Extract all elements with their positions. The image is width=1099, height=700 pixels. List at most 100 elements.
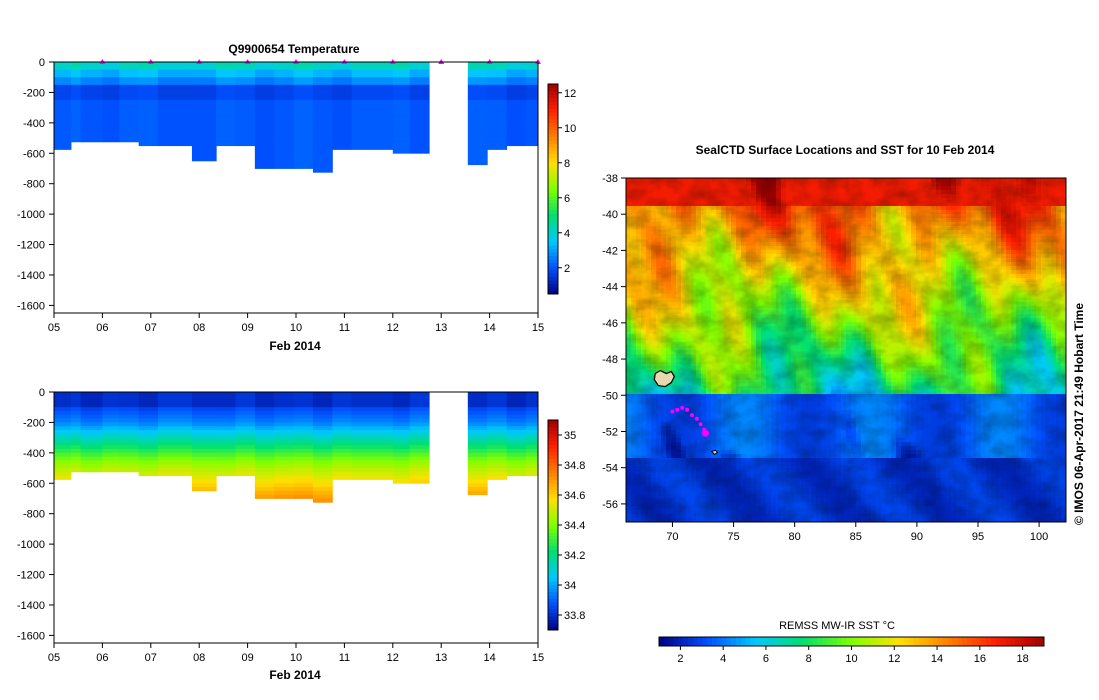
profile-cell (80, 77, 103, 82)
profile-cell (70, 84, 82, 90)
profile-cell (80, 437, 103, 442)
profile-cell (487, 471, 508, 477)
profile-cell (102, 111, 120, 116)
profile-cell (467, 138, 488, 143)
profile-cell (54, 445, 72, 450)
profile-cell (191, 96, 217, 101)
profile-cell (467, 145, 488, 150)
profile-cell (293, 426, 314, 431)
profile-cell (80, 422, 103, 427)
profile-cell (487, 418, 508, 423)
profile-cell (191, 77, 217, 82)
profile-cell (191, 119, 217, 124)
profile-cell (70, 395, 82, 401)
profile-cell (409, 445, 430, 450)
colorbar-swatch (548, 563, 558, 568)
profile-cell (467, 452, 488, 458)
colorbar-swatch (548, 560, 558, 564)
profile-cell (191, 392, 217, 397)
profile-cell (409, 456, 430, 461)
profile-cell (80, 96, 103, 101)
profile-cell (409, 119, 430, 124)
colorbar-swatch (548, 112, 558, 116)
profile-cell (351, 464, 394, 469)
profile-cell (293, 62, 314, 67)
profile-cell (467, 96, 488, 101)
profile-cell (392, 471, 411, 477)
profile-cell (409, 96, 430, 101)
profile-cell (138, 464, 159, 469)
profile-cell (506, 138, 527, 143)
profile-cell (80, 84, 103, 90)
profile-cell (293, 119, 314, 124)
profile-cell (158, 130, 193, 135)
profile-cell (392, 411, 411, 416)
profile-cell (467, 411, 488, 416)
profile-cell (274, 122, 295, 128)
profile-cell (525, 414, 538, 420)
profile-cell (235, 130, 256, 135)
profile-cell (235, 141, 256, 147)
colorbar-swatch (548, 511, 558, 515)
profile-cell (351, 441, 394, 446)
profile-cell (138, 445, 159, 450)
profile-cell (274, 464, 295, 469)
colorbar-swatch (548, 150, 558, 155)
colorbar-swatch (548, 210, 558, 214)
profile-cell (119, 100, 140, 105)
profile-cell (216, 430, 236, 435)
profile-cell (274, 437, 295, 442)
profile-cell (487, 119, 508, 124)
profile-cell (158, 437, 193, 442)
profile-cell (332, 460, 353, 465)
profile-cell (102, 464, 120, 469)
profile-cell (351, 126, 394, 131)
profile-cell (191, 141, 217, 147)
profile-cell (506, 437, 527, 442)
profile-cell (216, 119, 236, 124)
profile-cell (293, 483, 314, 488)
profile-cell (254, 138, 275, 143)
profile-cell (467, 134, 488, 139)
profile-cell (158, 452, 193, 458)
profile-cell (254, 103, 275, 109)
profile-cell (487, 126, 508, 131)
profile-cell (506, 471, 527, 477)
profile-cell (54, 395, 72, 401)
profile-cell (191, 130, 217, 135)
profile-cell (216, 456, 236, 461)
colorbar-swatch (548, 437, 558, 442)
profile-cell (392, 119, 411, 124)
profile-cell (216, 134, 236, 139)
profile-cell (191, 153, 217, 158)
profile-cell (293, 115, 314, 120)
profile-cell (332, 414, 353, 420)
colorbar-swatch (548, 546, 558, 550)
colorbar-swatch (548, 476, 558, 480)
colorbar-swatch (548, 539, 558, 543)
profile-cell (312, 149, 333, 154)
profile-cell (392, 433, 411, 439)
profile-cell (216, 422, 236, 427)
profile-cell (409, 433, 430, 439)
profile-cell (235, 411, 256, 416)
profile-cell (274, 103, 295, 109)
profile-cell (216, 84, 236, 90)
colorbar-swatch (548, 493, 558, 498)
profile-cell (216, 452, 236, 458)
profile-cell (102, 449, 120, 454)
profile-cell (191, 452, 217, 458)
profile-cell (293, 407, 314, 412)
profile-cell (54, 73, 72, 78)
profile-cell (138, 92, 159, 97)
profile-cell (70, 126, 82, 131)
profile-cell (158, 418, 193, 423)
profile-cell (235, 62, 256, 67)
profile-cell (467, 65, 488, 71)
profile-cell (312, 92, 333, 97)
profile-cell (119, 433, 140, 439)
profile-cell (392, 134, 411, 139)
profile-cell (80, 126, 103, 131)
profile-cell (409, 77, 430, 82)
